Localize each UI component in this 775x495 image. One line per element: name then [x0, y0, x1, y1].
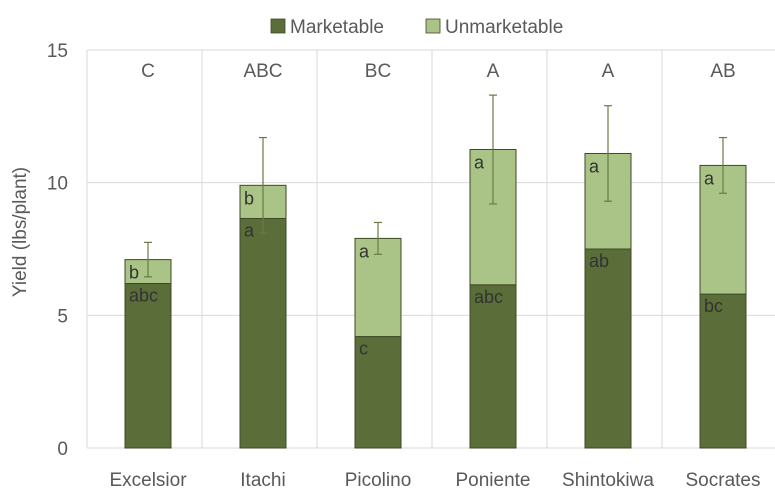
marketable-letter: abc	[474, 287, 503, 307]
y-tick-label: 10	[47, 174, 68, 195]
total-letter: BC	[365, 61, 391, 82]
bar-marketable	[584, 248, 632, 449]
x-tick-label: Itachi	[240, 470, 285, 491]
marketable-letter: c	[359, 339, 368, 359]
legend-label: Unmarketable	[445, 17, 563, 38]
x-tick-label: Socrates	[686, 470, 761, 491]
y-tick-label: 15	[47, 41, 68, 62]
x-tick-label: Excelsior	[109, 470, 187, 491]
gridlines	[86, 49, 775, 449]
bar-marketable	[354, 336, 402, 449]
x-tick-label: Picolino	[345, 470, 412, 491]
total-letter: A	[487, 61, 500, 82]
bar-marketable	[124, 282, 172, 449]
x-tick-label: Poniente	[455, 470, 530, 491]
bar-marketable	[239, 217, 287, 449]
total-letter: A	[602, 61, 615, 82]
unmarketable-letter: b	[244, 188, 254, 208]
legend-swatch	[270, 18, 286, 34]
legend-swatch	[425, 18, 441, 34]
marketable-letter: ab	[589, 251, 609, 271]
y-tick-label: 0	[57, 439, 68, 460]
legend: Marketable Unmarketable	[270, 17, 563, 38]
unmarketable-letter: a	[474, 153, 485, 173]
unmarketable-letter: a	[359, 241, 370, 261]
total-letter: ABC	[243, 61, 282, 82]
legend-label: Marketable	[290, 17, 384, 38]
x-axis: Excelsior Itachi Picolino Poniente Shintokiw…	[109, 470, 760, 491]
x-tick-label: Shintokiwa	[562, 470, 654, 491]
marketable-letter: a	[244, 220, 255, 240]
bar-marketable	[699, 293, 747, 449]
y-tick-label: 5	[57, 306, 68, 327]
unmarketable-letter: a	[704, 168, 715, 188]
marketable-letter: bc	[704, 296, 723, 316]
unmarketable-letter: a	[589, 156, 600, 176]
y-axis-label: Yield (lbs/plant)	[10, 167, 31, 297]
bar-marketable	[469, 284, 517, 449]
total-letter: C	[141, 61, 155, 82]
unmarketable-letter: b	[129, 263, 139, 283]
total-letter: AB	[710, 61, 735, 82]
y-axis: 0 5 10 15	[47, 41, 68, 460]
marketable-letter: abc	[129, 285, 158, 305]
